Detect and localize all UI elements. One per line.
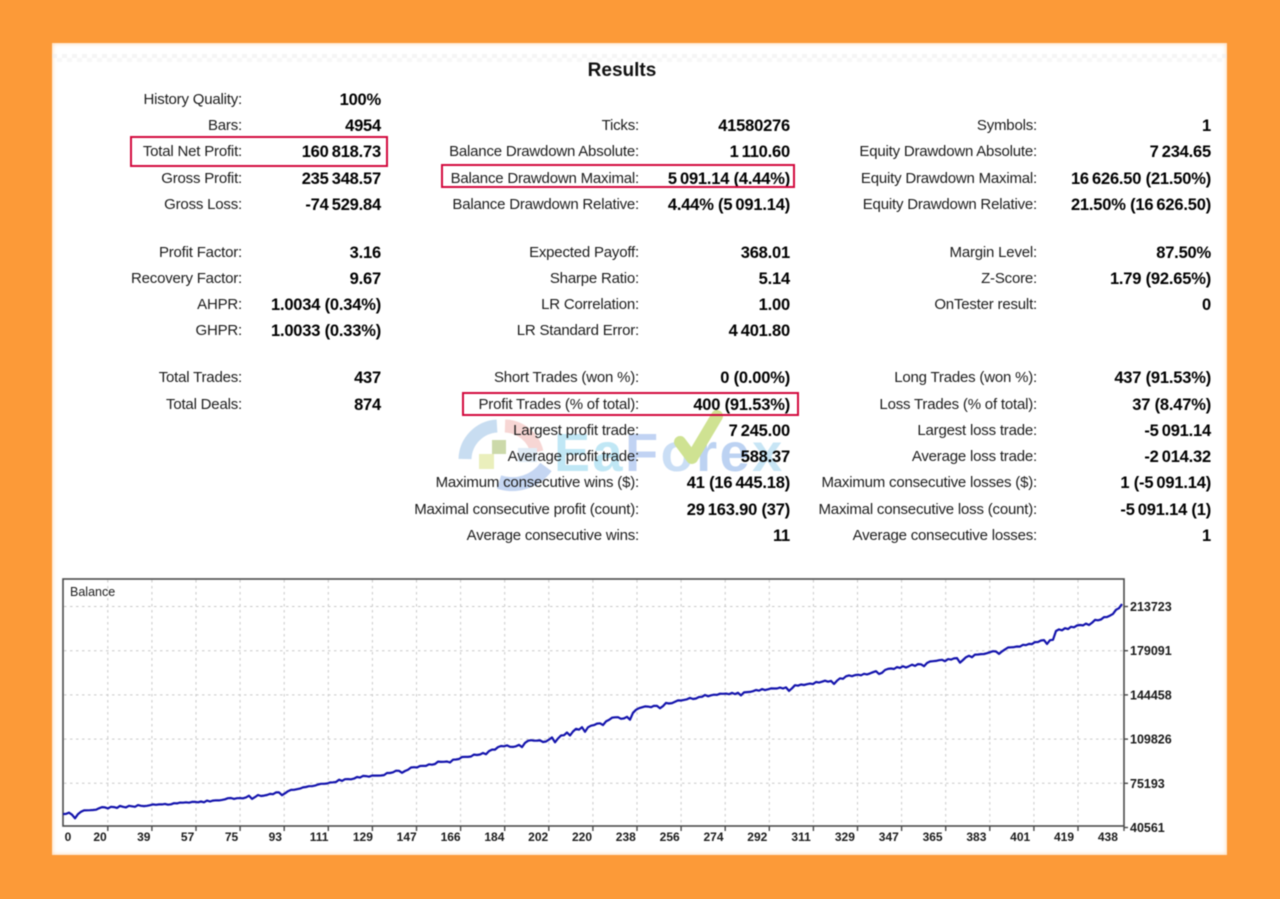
svg-text:129: 129	[353, 830, 373, 844]
svg-text:57: 57	[181, 830, 195, 844]
svg-text:179091: 179091	[1130, 644, 1172, 658]
svg-text:365: 365	[923, 830, 943, 844]
svg-text:147: 147	[397, 830, 417, 844]
svg-text:75: 75	[225, 830, 239, 844]
svg-text:184: 184	[484, 830, 504, 844]
svg-text:40561: 40561	[1130, 821, 1165, 835]
svg-text:401: 401	[1010, 830, 1030, 844]
svg-text:238: 238	[616, 830, 636, 844]
svg-text:202: 202	[528, 830, 548, 844]
svg-text:329: 329	[835, 830, 855, 844]
svg-text:220: 220	[572, 830, 592, 844]
svg-text:383: 383	[966, 830, 986, 844]
svg-text:109826: 109826	[1130, 733, 1172, 747]
svg-text:93: 93	[269, 830, 283, 844]
svg-text:213723: 213723	[1130, 600, 1172, 614]
svg-text:20: 20	[93, 830, 107, 844]
svg-text:111: 111	[310, 830, 329, 844]
svg-text:0: 0	[65, 830, 72, 844]
svg-text:39: 39	[137, 830, 151, 844]
svg-text:166: 166	[441, 830, 461, 844]
svg-text:311: 311	[791, 830, 811, 844]
svg-text:144458: 144458	[1130, 688, 1172, 702]
svg-text:419: 419	[1054, 830, 1074, 844]
svg-text:438: 438	[1098, 830, 1118, 844]
svg-text:292: 292	[747, 830, 767, 844]
svg-text:75193: 75193	[1130, 777, 1165, 791]
svg-text:274: 274	[703, 830, 723, 844]
svg-text:347: 347	[879, 830, 899, 844]
svg-text:256: 256	[660, 830, 680, 844]
svg-text:Balance: Balance	[70, 585, 115, 599]
